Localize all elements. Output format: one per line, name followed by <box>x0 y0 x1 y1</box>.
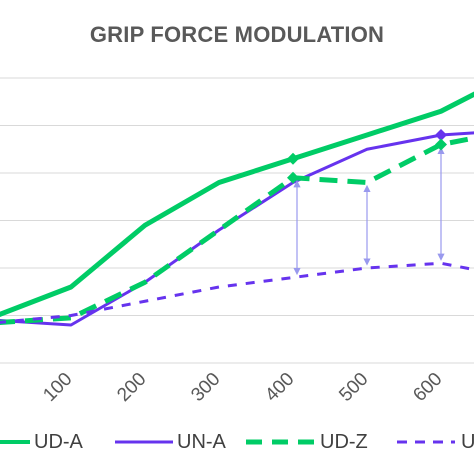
annotation-arrows <box>293 146 445 276</box>
marker-ud-z <box>435 138 447 151</box>
x-tick-label: 300 <box>187 369 224 406</box>
x-tick-label: 100 <box>39 369 76 406</box>
legend-swatch-u <box>397 440 455 444</box>
x-tick-label: 500 <box>335 369 372 406</box>
legend-label-ud-z: UD-Z <box>320 430 368 453</box>
legend-item-ud-a: UD-A <box>0 431 83 454</box>
marker-ud-a <box>287 152 299 165</box>
legend-label-u: U <box>461 430 474 453</box>
legend-label-ud-a: UD-A <box>34 430 83 453</box>
series-line-ud-a <box>0 91 474 318</box>
series-line-u <box>0 261 474 324</box>
grid <box>0 77 474 364</box>
marker-layer <box>287 129 447 184</box>
legend-swatch-ud-z <box>246 439 316 445</box>
x-tick-labels: 100200300400500600700 <box>39 369 446 406</box>
series-line-ud-z <box>0 135 474 325</box>
legend-swatch-ud-a <box>0 440 30 444</box>
legend-item-ud-z: UD-Z <box>246 431 368 454</box>
series-layer <box>0 91 474 327</box>
chart-title: GRIP FORCE MODULATION <box>89 22 385 47</box>
marker-ud-z <box>287 171 299 184</box>
x-tick-label: 600 <box>409 369 446 406</box>
x-tick-label: 400 <box>261 369 298 406</box>
legend-label-un-a: UN-A <box>177 430 226 453</box>
legend-swatch-un-a <box>115 440 173 444</box>
marker-un-a <box>435 129 447 141</box>
x-tick-label: 200 <box>113 369 150 406</box>
legend-item-un-a: UN-A <box>115 431 226 454</box>
legend-item-u: U <box>395 431 474 454</box>
